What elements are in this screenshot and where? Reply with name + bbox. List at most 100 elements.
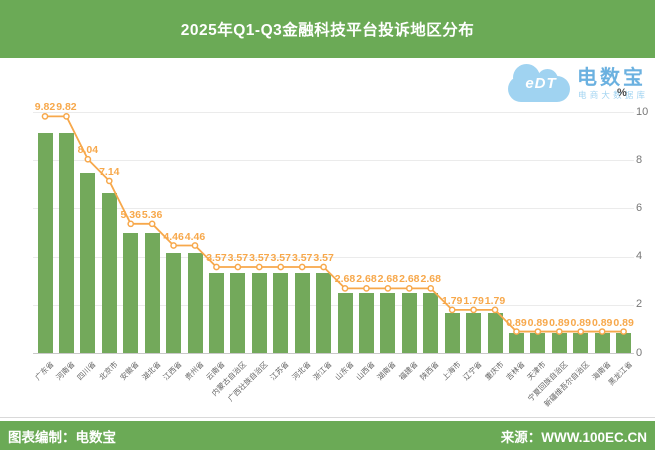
value-label: 1.79: [463, 294, 484, 307]
y-axis-tick: 6: [636, 201, 643, 214]
value-label: 2.68: [334, 273, 356, 286]
watermark-logo: eDT 电数宝 电商大数据库: [505, 58, 653, 110]
value-label: 1.79: [441, 294, 463, 307]
line-point: [127, 220, 135, 228]
value-label: 1.79: [484, 294, 506, 307]
plot-area: 0 2 4 6 8 10% 9.82 广东省 9.82 河南省 8.04 四川省 7.14 北京市 5.36…: [0, 58, 655, 417]
bar: [123, 232, 139, 353]
line-point: [427, 285, 435, 292]
line-point: [384, 285, 392, 292]
line-point: [148, 220, 156, 228]
y-axis-tick: 10: [636, 105, 649, 118]
bar: [380, 292, 396, 353]
x-axis-label: 辽宁省: [461, 359, 484, 382]
line-point: [277, 263, 285, 271]
value-label: 0.89: [506, 316, 527, 329]
line-point: [234, 263, 242, 271]
bar: [37, 132, 53, 353]
y-axis-tick: 0: [636, 346, 643, 359]
line-point: [341, 285, 349, 292]
gridline: [33, 112, 634, 113]
gridline: [33, 160, 634, 162]
value-label: 2.68: [420, 273, 441, 286]
bar: [166, 253, 182, 353]
value-label: 9.82: [56, 101, 77, 114]
y-axis-unit: %: [617, 87, 627, 99]
value-label: 2.68: [356, 273, 377, 286]
x-axis-label: 山东省: [332, 359, 356, 382]
line-point: [405, 285, 413, 292]
bar: [187, 253, 203, 353]
line-point: [213, 263, 220, 271]
value-label: 3.57: [313, 251, 334, 264]
value-label: 2.68: [399, 273, 420, 286]
line-point: [448, 306, 456, 314]
bar: [444, 312, 460, 353]
x-axis-label: 江西省: [161, 359, 184, 382]
bar: [594, 333, 610, 353]
chart-header: 2025年Q1-Q3金融科技平台投诉地区分布: [0, 0, 655, 58]
line-point: [320, 263, 327, 271]
bar: [487, 312, 503, 353]
line-point: [363, 285, 370, 292]
cloud-logo-text: eDT: [525, 75, 557, 92]
x-axis-label: 陕西省: [418, 359, 441, 382]
bar: [466, 312, 482, 353]
chart-area: eDT 电数宝 电商大数据库 0 2 4 6 8 10% 9.82 广东省 9.82 河南省 8.0…: [0, 58, 655, 418]
value-label: 5.36: [141, 208, 163, 221]
value-label: 0.89: [613, 316, 634, 329]
value-label: 3.57: [227, 251, 249, 264]
value-label: 3.57: [291, 251, 313, 264]
x-axis-label: 江苏省: [268, 359, 291, 382]
value-label: 2.68: [377, 273, 399, 286]
x-axis-line: [33, 353, 634, 354]
x-axis-label: 北京市: [97, 359, 120, 382]
x-axis-label: 四川省: [75, 359, 98, 382]
footer-credit: 图表编制：电数宝: [8, 429, 116, 445]
value-label: 7.14: [99, 165, 120, 178]
y-axis-tick: 2: [636, 298, 643, 311]
value-label: 4.46: [184, 230, 206, 243]
bar: [273, 272, 289, 353]
bar: [144, 232, 160, 353]
bar: [423, 292, 439, 353]
line-point: [170, 242, 177, 249]
line-point: [63, 112, 70, 120]
line-point: [470, 306, 477, 314]
bar: [337, 292, 353, 353]
value-label: 8.04: [77, 144, 99, 157]
y-axis-tick: 8: [636, 153, 643, 166]
line-point: [298, 263, 306, 271]
line-point: [491, 306, 499, 314]
value-label: 3.57: [206, 251, 227, 264]
x-axis-label: 山西省: [354, 359, 377, 382]
logo-subtitle-text: 电商大数据库: [578, 90, 649, 100]
cloud-logo-icon: eDT: [507, 62, 573, 106]
footer-source: 来源：WWW.100EC.CN: [500, 429, 647, 445]
bar: [616, 333, 632, 353]
x-axis-label: 重庆市: [482, 359, 506, 382]
bar: [401, 292, 417, 353]
x-axis-label: 贵州省: [182, 359, 206, 382]
value-label: 0.89: [549, 316, 570, 329]
line-point: [191, 242, 199, 249]
chart-title: 2025年Q1-Q3金融科技平台投诉地区分布: [180, 22, 475, 39]
value-label: 3.57: [249, 251, 270, 264]
value-label: 4.46: [163, 230, 184, 243]
value-label: 5.36: [120, 208, 141, 221]
x-axis-label: 湖南省: [375, 359, 398, 382]
logo-brand-text: 电数宝: [577, 67, 646, 89]
x-axis-label: 河南省: [54, 359, 77, 382]
bar: [251, 272, 267, 353]
x-axis-label: 上海市: [439, 359, 463, 382]
bar: [294, 272, 310, 353]
bar: [80, 172, 96, 353]
x-axis-label: 湖北省: [139, 359, 163, 382]
bar: [101, 192, 117, 353]
line-point: [105, 177, 113, 185]
x-axis-label: 安徽省: [118, 359, 141, 382]
value-label: 3.57: [270, 251, 291, 264]
x-axis-label: 浙江省: [311, 359, 334, 382]
bar: [530, 333, 546, 353]
